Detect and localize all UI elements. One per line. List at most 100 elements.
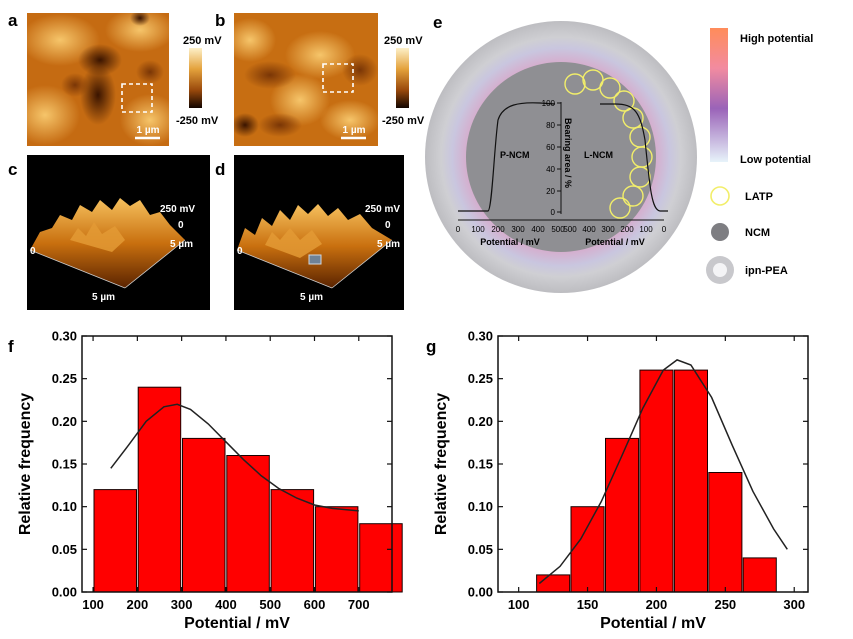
right-x-tick: 100: [639, 225, 653, 234]
potential-color-bar: [710, 28, 728, 162]
x-tick-label: 200: [127, 597, 149, 612]
bar-125: [536, 574, 571, 593]
x-tick-label: 250: [714, 597, 736, 612]
y-tick-label: 0.00: [52, 585, 77, 600]
x-tick-label: 300: [171, 597, 193, 612]
bearing-tick-40: 40: [546, 165, 555, 174]
y-tick-label: 0.00: [468, 585, 493, 600]
legend-high-potential: High potential: [740, 33, 813, 45]
z-label-c: 250 mV: [160, 204, 195, 215]
scale-min-a: -250 mV: [176, 115, 219, 127]
bearing-tick-80: 80: [546, 121, 555, 130]
legend-ncm: NCM: [745, 227, 770, 239]
bar-175: [605, 437, 640, 593]
x-tick-label: 100: [82, 597, 104, 612]
fit-curve: [110, 403, 359, 512]
y-label-c: 5 µm: [170, 239, 193, 250]
color-scale-b: [396, 48, 409, 108]
bearing-curve-left: [458, 102, 556, 212]
bar-250: [708, 472, 743, 593]
label-l-ncm: L-NCM: [584, 150, 613, 160]
y-tick-label: 0.30: [52, 329, 77, 344]
bar-350: [182, 437, 226, 593]
y-label-d: 5 µm: [377, 239, 400, 250]
right-x-tick: 200: [620, 225, 634, 234]
x-axis-title: Potential / mV: [184, 615, 290, 632]
label-p-ncm: P-NCM: [500, 150, 530, 160]
scale-max-b: 250 mV: [384, 35, 423, 47]
x-tick-label: 700: [348, 597, 370, 612]
right-x-tick: 500: [563, 225, 577, 234]
left-x-tick: 500: [551, 225, 565, 234]
x-tick-label: 150: [577, 597, 599, 612]
bar-250: [137, 386, 182, 593]
y-tick-label: 0.20: [52, 414, 77, 429]
bearing-curve-right: [600, 103, 668, 212]
bar-550: [270, 489, 315, 593]
bar-150: [93, 489, 137, 593]
bar-650: [314, 506, 359, 593]
axis-origin-d: 0: [237, 246, 243, 257]
z-zero-c: 0: [178, 220, 184, 231]
panel-c: c 250 mV 0 0 5 µm 5 µm: [8, 155, 210, 310]
x-tick-label: 600: [304, 597, 326, 612]
roi-box-b: [322, 63, 354, 93]
z-zero-d: 0: [385, 220, 391, 231]
right-x-tick: 400: [582, 225, 596, 234]
roi-box-a: [121, 83, 153, 113]
afm-map-b: [234, 13, 378, 146]
right-x-tick: 300: [601, 225, 615, 234]
bearing-axis-ticks: 100 80 60 40 20 0: [542, 99, 561, 217]
left-x-tick: 300: [511, 225, 525, 234]
right-x-label: Potential / mV: [585, 237, 645, 247]
color-scale-a: [189, 48, 202, 108]
z-label-d: 250 mV: [365, 204, 400, 215]
y-axis-title: Relative frequency: [17, 393, 34, 535]
left-x-tick: 200: [491, 225, 505, 234]
x-label-d: 5 µm: [300, 292, 323, 303]
panel-label-c: c: [8, 160, 17, 179]
bar-225: [673, 369, 709, 593]
y-tick-label: 0.25: [52, 371, 77, 386]
panel-label-g: g: [426, 337, 436, 356]
scale-bar-label-a: 1 µm: [137, 125, 160, 136]
panel-label-d: d: [215, 160, 225, 179]
legend-latp: LATP: [745, 191, 773, 203]
left-x-label: Potential / mV: [480, 237, 540, 247]
y-tick-label: 0.30: [468, 329, 493, 344]
y-tick-label: 0.15: [52, 457, 77, 472]
left-x-tick: 100: [471, 225, 485, 234]
bar-150: [570, 506, 605, 593]
y-tick-label: 0.05: [468, 542, 493, 557]
scale-min-b: -250 mV: [382, 115, 425, 127]
bearing-tick-60: 60: [546, 143, 555, 152]
latp-legend-icon: [710, 186, 730, 206]
panel-label-e: e: [433, 13, 442, 32]
fit-curve: [538, 359, 788, 585]
bar-200: [639, 369, 674, 593]
bar-750: [359, 523, 403, 593]
latp-particles: [564, 69, 653, 219]
scale-max-a: 250 mV: [183, 35, 222, 47]
roi-box-d: [308, 254, 322, 265]
x-axis-title: Potential / mV: [600, 615, 706, 632]
bearing-tick-0: 0: [551, 208, 556, 217]
y-tick-label: 0.25: [468, 371, 493, 386]
histogram-g: g 0.00 0.05 0.10 0.15 0.20 0.25 0.30 100 150 200 2…: [426, 329, 809, 632]
y-tick-label: 0.10: [52, 499, 77, 514]
x-tick-label: 200: [646, 597, 668, 612]
bearing-axis-title: Bearing area / %: [563, 118, 573, 188]
legend-low-potential: Low potential: [740, 154, 811, 166]
left-x-tick: 0: [456, 225, 461, 234]
left-x-tick: 400: [531, 225, 545, 234]
x-tick-label: 500: [259, 597, 281, 612]
x-tick-label: 400: [215, 597, 237, 612]
panel-e: e 100 80 60: [425, 13, 813, 293]
right-x-ticks: 500 400 300 200 100 0: [563, 225, 666, 234]
histogram-f: f 0.00 0.05 0.10 0.15 0.20 0.25 0.30 100 200 300 4…: [8, 329, 403, 632]
panel-label-a: a: [8, 11, 18, 30]
left-x-ticks: 0 100 200 300 400 500: [456, 225, 565, 234]
y-tick-label: 0.05: [52, 542, 77, 557]
y-axis-title: Relative frequency: [433, 393, 450, 535]
